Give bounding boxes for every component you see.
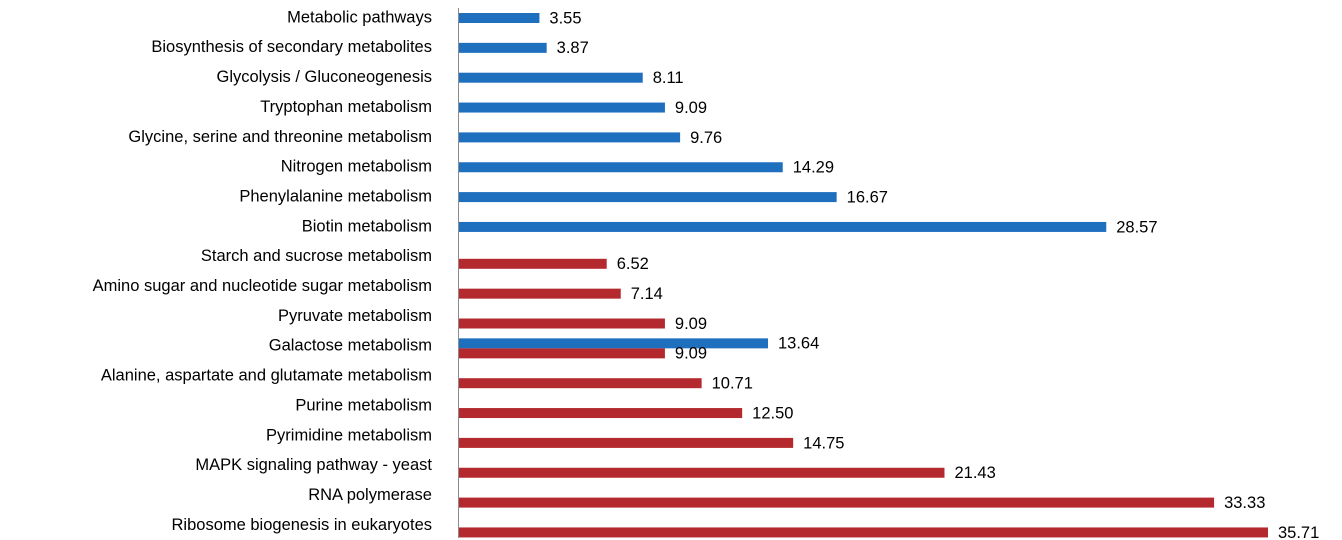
bar bbox=[459, 338, 769, 349]
value-label: 9.09 bbox=[675, 345, 707, 363]
bar bbox=[459, 437, 794, 448]
category-label: Amino sugar and nucleotide sugar metabol… bbox=[93, 277, 432, 295]
value-label: 28.57 bbox=[1116, 218, 1157, 236]
category-label: Biotin metabolism bbox=[302, 217, 432, 235]
bar bbox=[459, 42, 547, 53]
value-label: 13.64 bbox=[778, 335, 819, 353]
bars bbox=[459, 13, 1268, 538]
category-label: Phenylalanine metabolism bbox=[239, 187, 432, 205]
category-label: Nitrogen metabolism bbox=[281, 158, 432, 176]
bar bbox=[459, 192, 837, 203]
value-label: 14.75 bbox=[803, 434, 844, 452]
category-label: Ribosome biogenesis in eukaryotes bbox=[172, 516, 432, 534]
bar bbox=[459, 318, 665, 329]
value-label: 9.09 bbox=[675, 315, 707, 333]
value-label: 3.87 bbox=[557, 39, 589, 57]
value-label: 35.71 bbox=[1278, 524, 1319, 540]
value-label: 14.29 bbox=[793, 159, 834, 177]
value-label: 9.76 bbox=[690, 129, 722, 147]
value-label: 10.71 bbox=[712, 375, 753, 393]
bar bbox=[459, 102, 665, 113]
category-label: Glycolysis / Gluconeogenesis bbox=[216, 68, 432, 86]
value-label: 9.09 bbox=[675, 99, 707, 117]
category-label: RNA polymerase bbox=[308, 486, 432, 504]
category-label: Biosynthesis of secondary metabolites bbox=[151, 38, 432, 56]
bar bbox=[459, 467, 945, 478]
bar bbox=[459, 408, 743, 419]
bar bbox=[459, 13, 540, 23]
value-label: 16.67 bbox=[847, 188, 888, 206]
category-label: Purine metabolism bbox=[295, 396, 432, 414]
category-label: Alanine, aspartate and glutamate metabol… bbox=[101, 367, 432, 385]
category-label: Starch and sucrose metabolism bbox=[201, 247, 432, 265]
value-label: 7.14 bbox=[631, 285, 663, 303]
bar bbox=[459, 221, 1107, 232]
category-label: Pyrimidine metabolism bbox=[266, 426, 432, 444]
bar bbox=[459, 72, 643, 83]
bar bbox=[459, 162, 783, 173]
bar bbox=[459, 348, 665, 359]
value-label: 21.43 bbox=[954, 464, 995, 482]
bar bbox=[459, 288, 621, 299]
category-label: MAPK signaling pathway - yeast bbox=[195, 456, 432, 474]
bar bbox=[459, 258, 607, 269]
value-label: 8.11 bbox=[653, 69, 684, 87]
category-label: Glycine, serine and threonine metabolism bbox=[128, 128, 432, 146]
value-label: 3.55 bbox=[549, 9, 581, 27]
value-labels: 3.55 3.87 8.11 9.09 9.76 14.29 16.67 28.57 6.52 7… bbox=[549, 9, 1319, 540]
bar bbox=[459, 527, 1268, 538]
value-label: 12.50 bbox=[752, 404, 793, 422]
value-label: 6.52 bbox=[617, 255, 649, 273]
category-label: Metabolic pathways bbox=[287, 8, 432, 26]
value-label: 33.33 bbox=[1224, 494, 1265, 512]
bar bbox=[459, 132, 681, 143]
bar bbox=[459, 378, 702, 389]
category-label: Galactose metabolism bbox=[269, 337, 432, 355]
category-label: Tryptophan metabolism bbox=[260, 98, 432, 116]
category-labels: Metabolic pathways Biosynthesis of second… bbox=[93, 8, 433, 533]
bar bbox=[459, 497, 1215, 508]
category-label: Pyruvate metabolism bbox=[278, 307, 432, 325]
